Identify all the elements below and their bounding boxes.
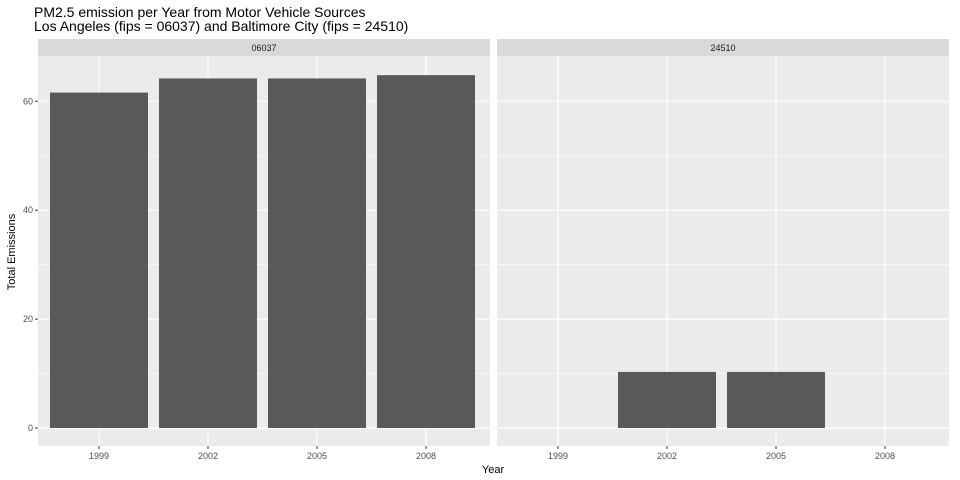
facet-panels: 06037 1999 2002 2005 2008 24510 1999 2002 2005 20… <box>38 39 949 461</box>
facet-panel-24510: 24510 1999 2002 2005 2008 <box>497 39 949 461</box>
x-tick-label: 2008 <box>875 451 895 461</box>
x-axis-title: Year <box>482 464 505 476</box>
x-tick-label: 1999 <box>89 451 109 461</box>
x-tick-label: 1999 <box>548 451 568 461</box>
bar-06037-1999 <box>50 92 148 428</box>
y-tick-label: 0 <box>28 423 33 433</box>
facet-strip <box>497 39 949 56</box>
chart-title: PM2.5 emission per Year from Motor Vehic… <box>34 4 366 20</box>
facet-strip-label: 06037 <box>251 43 276 53</box>
bar-06037-2002 <box>159 78 257 428</box>
x-tick-label: 2005 <box>766 451 786 461</box>
x-tick-label: 2002 <box>198 451 218 461</box>
y-axis: 0 20 40 60 <box>23 96 38 433</box>
bar-24510-2002 <box>618 371 716 428</box>
bar-24510-2005 <box>727 371 825 428</box>
facet-strip <box>38 39 490 56</box>
facet-panel-06037: 06037 1999 2002 2005 2008 <box>38 39 490 461</box>
facet-strip-label: 24510 <box>710 43 735 53</box>
y-tick-label: 40 <box>23 205 33 215</box>
plot-panel <box>497 56 949 446</box>
bar-06037-2005 <box>268 78 366 428</box>
y-tick-label: 60 <box>23 96 33 106</box>
bar-06037-2008 <box>377 75 475 428</box>
y-axis-title: Total Emissions <box>6 213 18 290</box>
y-tick-label: 20 <box>23 314 33 324</box>
x-tick-label: 2005 <box>307 451 327 461</box>
chart-subtitle: Los Angeles (fips = 06037) and Baltimore… <box>34 18 408 34</box>
x-tick-label: 2002 <box>657 451 677 461</box>
x-tick-label: 2008 <box>416 451 436 461</box>
